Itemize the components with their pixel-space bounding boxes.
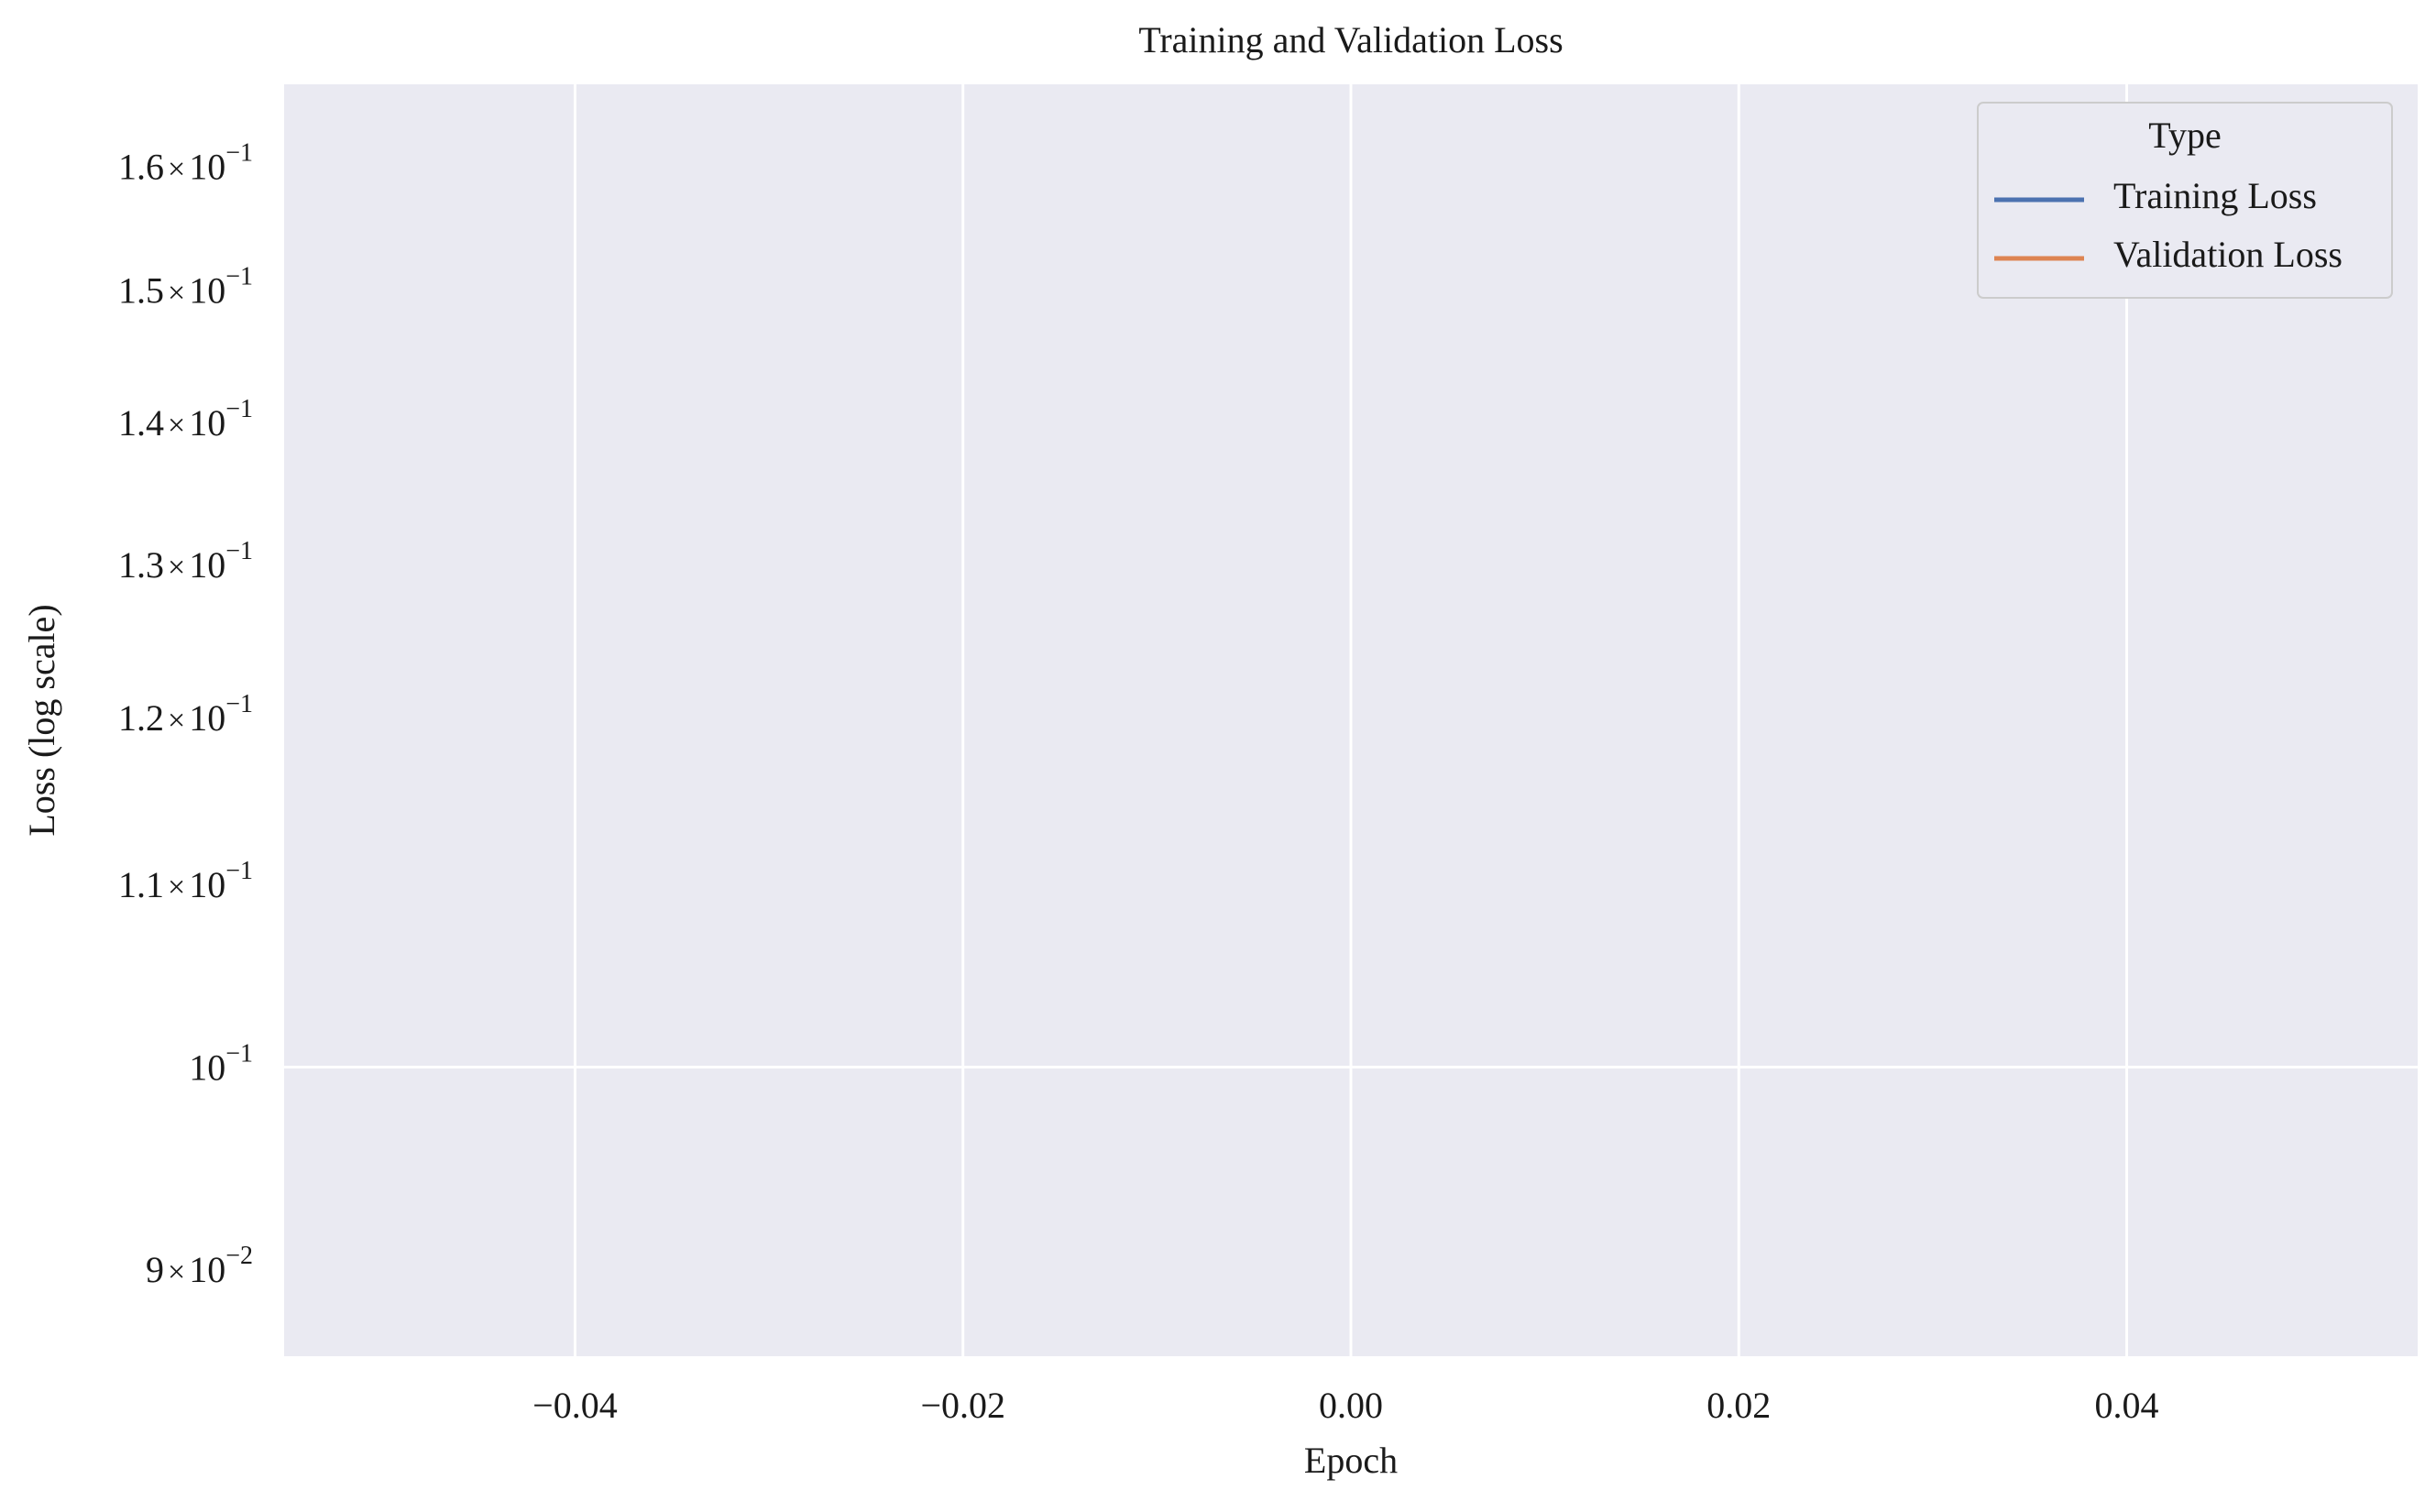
x-tick-label: −0.02	[920, 1385, 1005, 1426]
y-tick-label: 1.6 × 10−1	[118, 139, 253, 188]
y-tick-exponent: −1	[225, 263, 253, 291]
x-tick-label: 0.04	[2095, 1385, 2159, 1426]
y-tick-label: 1.2 × 10−1	[118, 690, 253, 739]
x-axis-ticks: −0.04 −0.02 0.00 0.02 0.04	[532, 1385, 2158, 1426]
y-tick-exponent: −1	[225, 537, 253, 565]
y-tick-mantissa: 1.6	[118, 147, 164, 188]
y-tick-mantissa: 9	[146, 1249, 164, 1290]
y-tick-label: 1.1 × 10−1	[118, 857, 253, 905]
y-tick-mantissa: 1.3	[118, 544, 164, 586]
y-tick-base: 10	[189, 270, 225, 312]
legend-entry-label: Training Loss	[2113, 175, 2317, 216]
y-tick-mantissa: 1.5	[118, 270, 164, 312]
y-tick-label: 1.4 × 10−1	[118, 395, 253, 444]
y-tick-label: 9 × 10−2	[146, 1242, 253, 1290]
y-tick-base: 10	[189, 697, 225, 739]
y-tick-exponent: −1	[225, 139, 253, 168]
y-tick-exponent: −1	[225, 1040, 253, 1068]
y-tick-mantissa: 1.4	[118, 402, 164, 444]
y-tick-base: 10	[189, 1249, 225, 1290]
y-tick-label: 10−1	[189, 1040, 253, 1089]
y-tick-exponent: −1	[225, 395, 253, 423]
x-tick-label: 0.00	[1319, 1385, 1383, 1426]
y-tick-base: 10	[189, 402, 225, 444]
y-tick-exponent: −1	[225, 690, 253, 718]
y-tick-exponent: −1	[225, 857, 253, 885]
y-tick-base: 10	[189, 864, 225, 905]
y-axis-ticks: 10−19 × 10−21.1 × 10−11.2 × 10−11.3 × 10−11.4 × 10…	[118, 139, 253, 1290]
y-axis-label: Loss (log scale)	[21, 604, 62, 836]
legend-entries: Training Loss Validation Loss	[1994, 175, 2343, 275]
y-tick-label: 1.5 × 10−1	[118, 263, 253, 312]
y-tick-exponent: −2	[225, 1242, 253, 1270]
y-tick-base: 10	[189, 1047, 225, 1089]
legend-title: Type	[2148, 115, 2221, 156]
legend: Type Training Loss Validation Loss	[1977, 102, 2393, 299]
x-tick-label: −0.04	[532, 1385, 618, 1426]
y-tick-mantissa: 1.2	[118, 697, 164, 739]
x-tick-label: 0.02	[1706, 1385, 1771, 1426]
chart-title: Training and Validation Loss	[1138, 19, 1563, 60]
x-axis-label: Epoch	[1304, 1440, 1398, 1481]
y-tick-mantissa: 1.1	[118, 864, 164, 905]
legend-entry-label: Validation Loss	[2113, 234, 2343, 275]
legend-frame	[1977, 102, 2393, 299]
y-tick-label: 1.3 × 10−1	[118, 537, 253, 586]
y-tick-base: 10	[189, 544, 225, 586]
y-tick-base: 10	[189, 147, 225, 188]
